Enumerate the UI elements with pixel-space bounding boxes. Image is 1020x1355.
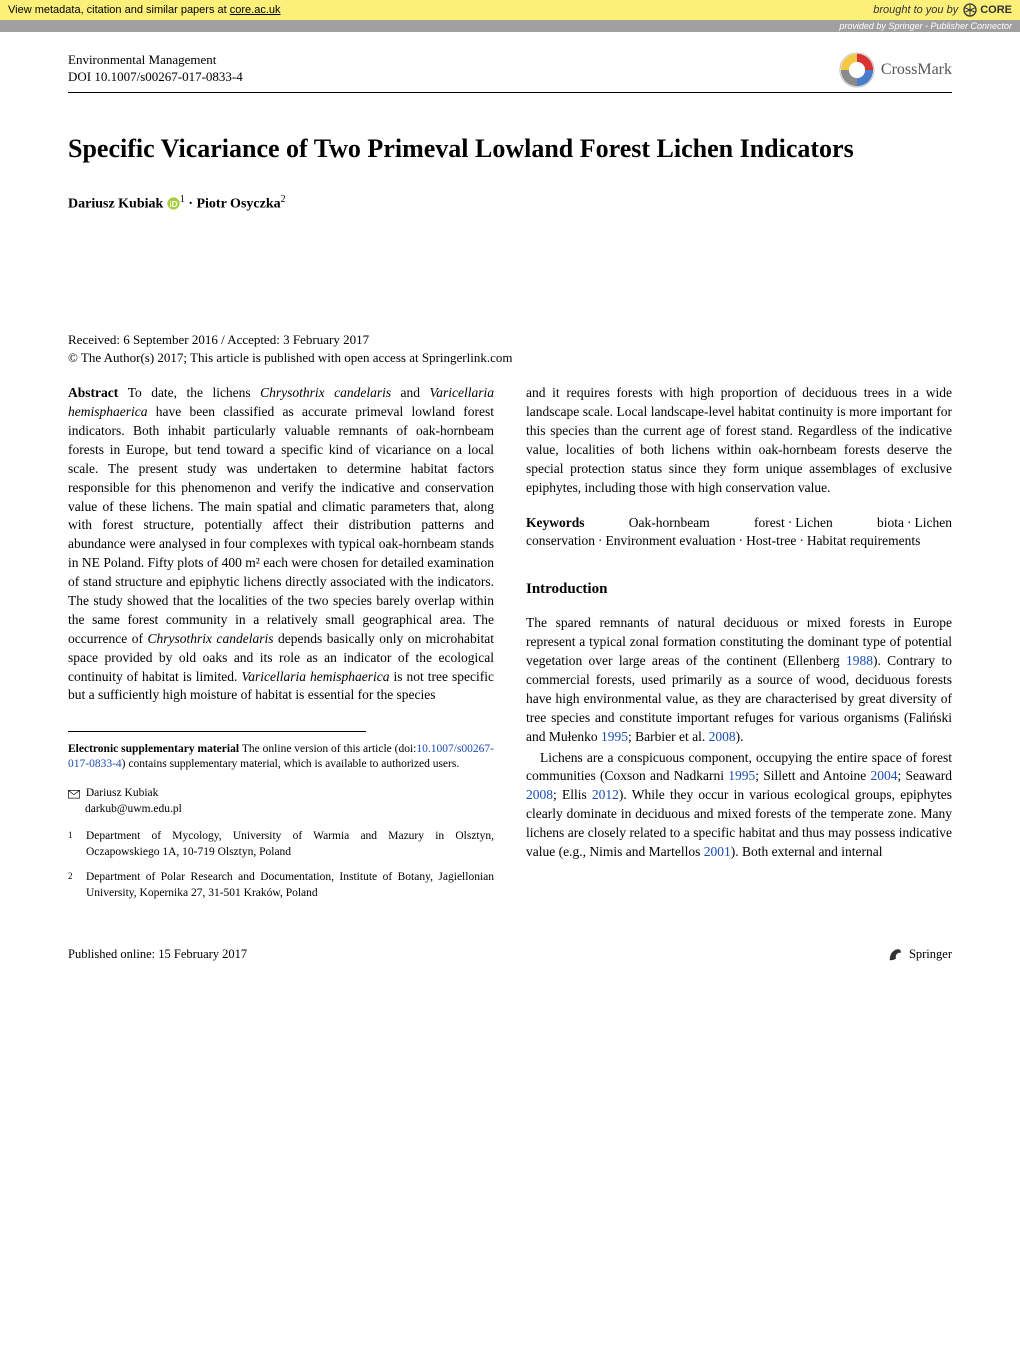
core-logo[interactable]: CORE	[962, 2, 1012, 18]
crossmark-label: CrossMark	[881, 61, 952, 79]
core-logo-text: CORE	[980, 4, 1012, 16]
abstract-continuation: and it requires forests with high propor…	[526, 384, 952, 497]
two-column-body: Abstract To date, the lichens Chrysothri…	[68, 384, 952, 911]
corr-name: Dariusz Kubiak	[86, 787, 159, 799]
kw-sep: ·	[799, 533, 804, 548]
affiliation-1: 1 Department of Mycology, University of …	[68, 829, 494, 860]
journal-name: Environmental Management	[68, 52, 243, 69]
abstract-text-left: To date, the lichens Chrysothrix candela…	[68, 385, 494, 702]
introduction-heading: Introduction	[526, 579, 952, 600]
left-column: Abstract To date, the lichens Chrysothri…	[68, 384, 494, 911]
kw-sep: ·	[788, 515, 793, 530]
keywords-block: Keywords Oak-hornbeam forest·Lichen biot…	[526, 514, 952, 552]
provided-banner: provided by Springer - Publisher Connect…	[0, 20, 1020, 32]
author-2-affil: 2	[281, 194, 286, 205]
esm-label: Electronic supplementary material	[68, 743, 242, 755]
crossmark-icon	[839, 52, 875, 88]
published-online: Published online: 15 February 2017	[68, 947, 247, 962]
esm-text-after: ) contains supplementary material, which…	[122, 758, 460, 770]
provided-text: provided by Springer - Publisher Connect…	[839, 21, 1012, 31]
envelope-icon	[68, 789, 80, 799]
springer-logo: Springer	[887, 945, 952, 963]
kw-5: Habitat requirements	[807, 533, 921, 548]
core-banner-right: brought to you by CORE	[873, 2, 1012, 18]
kw-1: Lichen biota	[795, 515, 904, 530]
doi-text: DOI 10.1007/s00267-017-0833-4	[68, 69, 243, 86]
orcid-icon[interactable]: iD	[167, 197, 180, 210]
journal-info: Environmental Management DOI 10.1007/s00…	[68, 52, 243, 86]
author-list: Dariusz Kubiak iD 1 · Piotr Osyczka2	[68, 194, 952, 213]
abstract-label: Abstract	[68, 385, 128, 400]
intro-para-2: Lichens are a conspicuous component, occ…	[526, 749, 952, 862]
core-text-prefix: View metadata, citation and similar pape…	[8, 4, 230, 16]
esm-block: Electronic supplementary material The on…	[68, 742, 494, 772]
author-1-affil: 1	[180, 194, 185, 205]
right-column: and it requires forests with high propor…	[526, 384, 952, 911]
affiliation-2: 2 Department of Polar Research and Docum…	[68, 870, 494, 901]
intro-para-1: The spared remnants of natural deciduous…	[526, 614, 952, 746]
esm-text-before: The online version of this article (doi:	[242, 743, 416, 755]
affiliations-block: 1 Department of Mycology, University of …	[68, 829, 494, 901]
kw-sep: ·	[598, 533, 603, 548]
footer-bar: Published online: 15 February 2017 Sprin…	[68, 945, 952, 963]
corr-email: darkub@uwm.edu.pl	[85, 803, 182, 815]
header-bar: Environmental Management DOI 10.1007/s00…	[68, 52, 952, 93]
core-logo-icon	[962, 2, 978, 18]
core-link[interactable]: core.ac.uk	[230, 4, 281, 16]
kw-3: Environment evaluation	[605, 533, 735, 548]
affil-1-text: Department of Mycology, University of Wa…	[86, 829, 494, 860]
kw-sep: ·	[739, 533, 744, 548]
author-1-name: Dariusz Kubiak	[68, 196, 163, 211]
brought-by-text: brought to you by	[873, 4, 958, 16]
correspondence-block: Dariusz Kubiak darkub@uwm.edu.pl	[68, 786, 494, 817]
author-2-name: Piotr Osyczka	[196, 196, 280, 211]
core-banner-text: View metadata, citation and similar pape…	[8, 4, 281, 16]
affil-2-num: 2	[68, 870, 76, 901]
crossmark-badge[interactable]: CrossMark	[839, 52, 952, 88]
copyright: © The Author(s) 2017; This article is pu…	[68, 350, 952, 366]
affil-1-num: 1	[68, 829, 76, 860]
article-title: Specific Vicariance of Two Primeval Lowl…	[68, 133, 952, 166]
springer-horse-icon	[887, 945, 905, 963]
core-banner: View metadata, citation and similar pape…	[0, 0, 1020, 20]
footnote-divider	[68, 731, 366, 732]
affil-2-text: Department of Polar Research and Documen…	[86, 870, 494, 901]
keywords-label: Keywords	[526, 515, 629, 530]
abstract-para: Abstract To date, the lichens Chrysothri…	[68, 384, 494, 705]
kw-0: Oak-hornbeam forest	[629, 515, 785, 530]
svg-text:iD: iD	[169, 200, 177, 209]
kw-sep: ·	[907, 515, 912, 530]
springer-text: Springer	[909, 947, 952, 962]
article-dates: Received: 6 September 2016 / Accepted: 3…	[68, 332, 952, 348]
kw-4: Host-tree	[746, 533, 796, 548]
